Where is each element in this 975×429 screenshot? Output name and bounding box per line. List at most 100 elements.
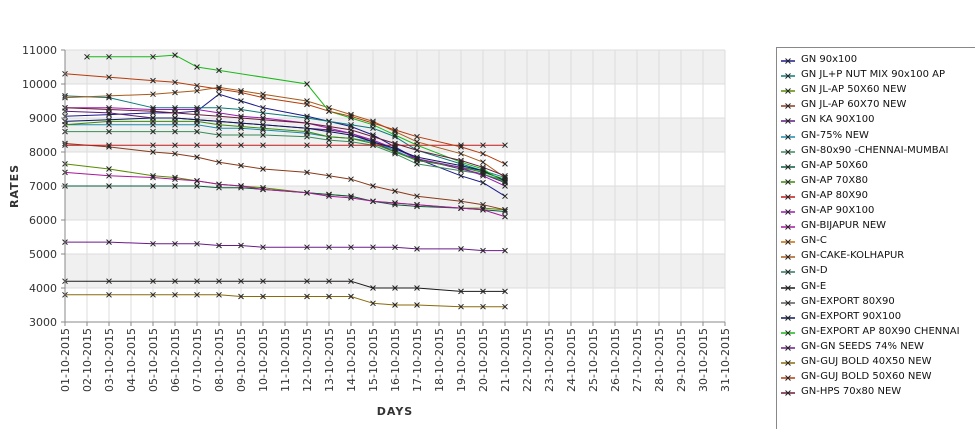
data-point: [106, 172, 112, 179]
data-point: [106, 53, 112, 60]
legend-swatch: [781, 254, 795, 261]
data-point: [238, 142, 244, 149]
data-point: [216, 142, 222, 149]
y-tick-label: 7000: [29, 180, 57, 193]
data-point: [172, 79, 178, 86]
data-point: [194, 82, 200, 89]
data-point: [238, 293, 244, 300]
x-tick-label: 01-10-2015: [59, 328, 72, 392]
legend-label: GN-EXPORT 90X100: [801, 310, 902, 322]
data-point: [414, 201, 420, 208]
data-point: [260, 132, 266, 138]
data-point: [106, 93, 112, 99]
x-tick-label: 04-10-2015: [125, 328, 138, 392]
data-point: [238, 89, 244, 96]
data-point: [392, 145, 398, 152]
data-point: [260, 293, 266, 300]
legend-label: GN-GUJ BOLD 50X60 NEW: [801, 371, 932, 383]
y-tick-label: 9000: [29, 112, 57, 125]
legend-item: GN-EXPORT 80X90: [781, 296, 975, 309]
data-point: [150, 240, 156, 247]
data-point: [370, 133, 376, 140]
x-tick-label: 02-10-2015: [81, 328, 94, 392]
data-point: [502, 172, 508, 179]
legend-label: GN-GN SEEDS 74% NEW: [801, 340, 924, 352]
data-point: [326, 108, 332, 115]
data-point: [238, 132, 244, 138]
y-tick-labels: 3000 4000 5000 6000 7000 8000 9000 10000 11000: [22, 44, 57, 329]
data-point: [326, 278, 332, 285]
data-point: [194, 87, 200, 94]
data-point: [502, 161, 508, 167]
data-point: [106, 278, 112, 285]
data-point: [480, 247, 486, 254]
data-point: [172, 183, 178, 189]
legend-item: GN KA 90X100: [781, 114, 975, 127]
data-point: [260, 142, 266, 149]
legend-label: GN 90x100: [801, 54, 858, 65]
data-point: [106, 74, 112, 81]
legend-label: GN KA 90X100: [801, 114, 875, 126]
legend-item: GN-AP 90X100: [781, 205, 975, 218]
legend-swatch: [781, 329, 795, 336]
data-point: [216, 67, 222, 74]
data-point: [260, 244, 266, 251]
data-point: [392, 127, 398, 133]
data-point: [194, 111, 200, 118]
data-point: [106, 116, 112, 123]
x-tick-label: 30-10-2015: [697, 328, 710, 392]
legend-label: GN-AP 80X90: [801, 189, 868, 201]
data-point: [216, 159, 222, 166]
series-22: [62, 70, 508, 167]
data-point: [458, 157, 464, 164]
data-point: [392, 188, 398, 194]
data-point: [260, 166, 266, 172]
data-point: [326, 133, 332, 140]
data-point: [414, 133, 420, 140]
data-point: [392, 140, 398, 147]
data-point: [502, 303, 508, 310]
data-point: [326, 244, 332, 251]
x-tick-label: 31-10-2015: [719, 328, 732, 392]
data-point: [326, 193, 332, 200]
data-point: [304, 125, 310, 132]
y-tick-label: 3000: [29, 316, 57, 329]
data-point: [480, 179, 486, 186]
data-point: [348, 127, 354, 133]
legend-item: GN-75% NEW: [781, 130, 975, 143]
data-point: [216, 118, 222, 125]
data-point: [304, 278, 310, 285]
data-point: [150, 115, 156, 121]
axes: [61, 49, 726, 326]
data-point: [458, 303, 464, 310]
x-tick-label: 24-10-2015: [565, 328, 578, 392]
legend-swatch: [781, 239, 795, 246]
data-point: [458, 144, 464, 150]
legend-label: GN-80x90 -CHENNAI-MUMBAI: [801, 144, 949, 156]
x-tick-label: 06-10-2015: [169, 328, 182, 392]
data-point: [370, 138, 376, 145]
data-point: [304, 101, 310, 108]
legend-item: GN-E: [781, 281, 975, 294]
legend-item: GN 90x100: [781, 54, 975, 67]
legend-item: GN JL-AP 50X60 NEW: [781, 84, 975, 97]
series-21: [62, 291, 508, 310]
data-point: [414, 142, 420, 149]
data-point: [172, 291, 178, 298]
legend-label: GN-C: [801, 235, 827, 247]
x-tick-label: 26-10-2015: [609, 328, 622, 392]
data-point: [304, 81, 310, 87]
data-point: [150, 77, 156, 84]
data-point: [238, 242, 244, 249]
data-point: [348, 132, 354, 138]
y-tick-label: 6000: [29, 214, 57, 227]
legend-item: GN-GUJ BOLD 50X60 NEW: [781, 371, 975, 384]
y-tick-label: 4000: [29, 282, 57, 295]
legend-item: GN JL+P NUT MIX 90x100 AP: [781, 69, 975, 82]
data-point: [414, 147, 420, 154]
legend: GN 90x100 GN JL+P NUT MIX 90x100 AP GN JL-…: [776, 47, 975, 429]
data-point: [238, 106, 244, 113]
data-point: [260, 104, 266, 111]
legend-item: GN-BIJAPUR NEW: [781, 220, 975, 233]
data-point: [414, 285, 420, 291]
